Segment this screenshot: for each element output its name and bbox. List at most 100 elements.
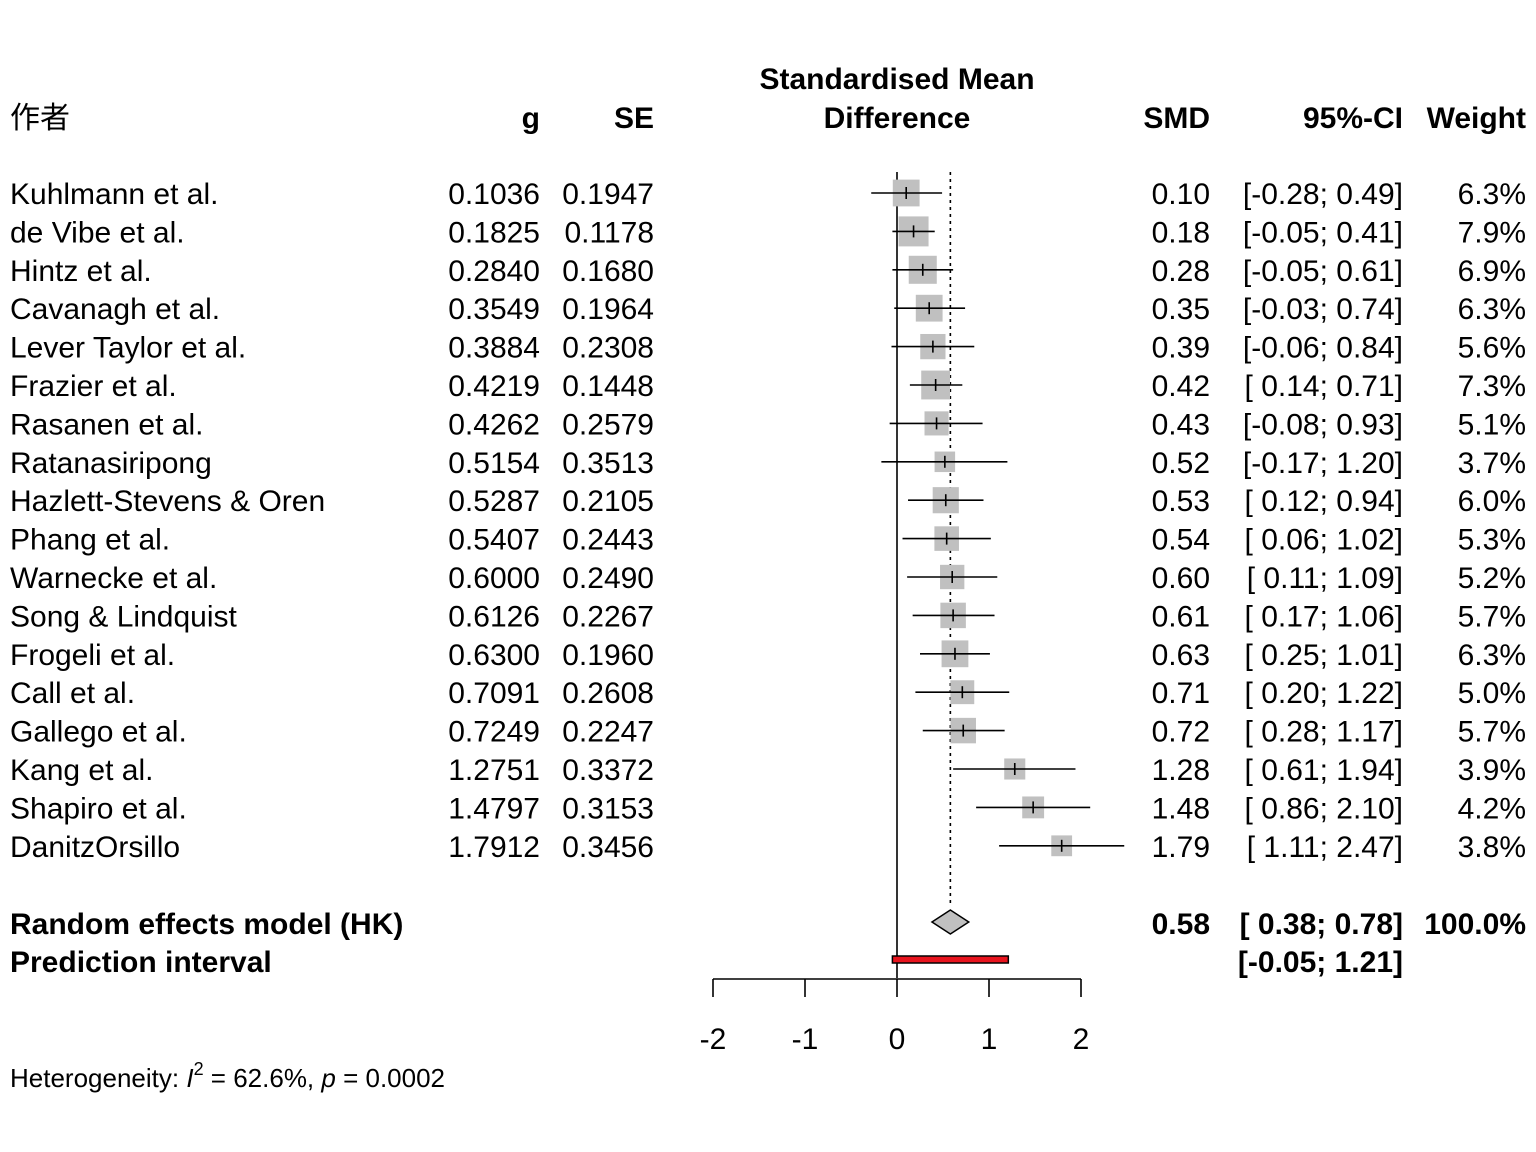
x-tick-label: 0: [889, 1023, 906, 1056]
study-g: 0.2840: [448, 255, 540, 288]
study-author: Kang et al.: [10, 754, 153, 787]
study-g: 0.1036: [448, 178, 540, 211]
header-author: 作者: [10, 102, 70, 135]
i2-superscript: 2: [194, 1059, 204, 1079]
study-weight: 6.3%: [1458, 178, 1526, 211]
heterogeneity-text: Heterogeneity: I2 = 62.6%, p = 0.0002: [10, 1059, 445, 1093]
header-effect-line2: Difference: [824, 102, 971, 135]
study-weight: 6.3%: [1458, 639, 1526, 672]
study-row: DanitzOrsillo 1.7912 0.3456 1.79 [ 1.11; 2.4…: [10, 831, 1526, 864]
summary-weight: 100.0%: [1424, 908, 1526, 941]
study-ci: [ 0.14; 0.71]: [1245, 370, 1403, 403]
study-author: Song & Lindquist: [10, 600, 237, 633]
study-ci: [ 0.28; 1.17]: [1245, 716, 1403, 749]
study-ci: [ 0.12; 0.94]: [1245, 485, 1403, 518]
study-g: 0.3549: [448, 293, 540, 326]
study-smd: 0.18: [1152, 216, 1210, 249]
study-weight: 3.8%: [1458, 831, 1526, 864]
study-row: Kang et al. 1.2751 0.3372 1.28 [ 0.61; 1.94]…: [10, 754, 1526, 787]
study-author: Kuhlmann et al.: [10, 178, 218, 211]
summary-label: Random effects model (HK): [10, 908, 403, 941]
study-ci: [ 0.20; 1.22]: [1245, 677, 1403, 710]
study-smd: 0.42: [1152, 370, 1210, 403]
study-weight: 7.9%: [1458, 216, 1526, 249]
study-row: Rasanen et al. 0.4262 0.2579 0.43 [-0.08; 0.…: [10, 408, 1526, 441]
study-smd: 1.28: [1152, 754, 1210, 787]
summary-smd: 0.58: [1152, 908, 1210, 941]
study-weight: 4.2%: [1458, 792, 1526, 825]
study-rows: Kuhlmann et al. 0.1036 0.1947 0.10 [-0.28; 0…: [10, 178, 1526, 864]
p-value: = 0.0002: [336, 1063, 445, 1093]
study-ci: [ 0.25; 1.01]: [1245, 639, 1403, 672]
study-g: 0.5287: [448, 485, 540, 518]
study-g: 0.4219: [448, 370, 540, 403]
study-smd: 0.35: [1152, 293, 1210, 326]
study-g: 0.1825: [448, 216, 540, 249]
column-headers: 作者 g SE Standardised Mean Difference SMD…: [10, 63, 1526, 135]
study-author: Shapiro et al.: [10, 792, 187, 825]
study-smd: 0.54: [1152, 524, 1210, 557]
study-g: 0.5154: [448, 447, 540, 480]
header-ci: 95%-CI: [1303, 102, 1403, 135]
header-g: g: [522, 102, 540, 135]
study-ci: [-0.08; 0.93]: [1243, 408, 1403, 441]
study-se: 0.2247: [562, 716, 654, 749]
study-smd: 0.71: [1152, 677, 1210, 710]
study-smd: 0.53: [1152, 485, 1210, 518]
study-weight: 5.3%: [1458, 524, 1526, 557]
study-g: 0.4262: [448, 408, 540, 441]
p-symbol: p: [320, 1063, 335, 1093]
study-weight: 7.3%: [1458, 370, 1526, 403]
study-row: Call et al. 0.7091 0.2608 0.71 [ 0.20; 1.22]…: [10, 677, 1526, 710]
study-smd: 0.39: [1152, 332, 1210, 365]
study-weight: 3.7%: [1458, 447, 1526, 480]
study-g: 0.6300: [448, 639, 540, 672]
study-author: Gallego et al.: [10, 716, 187, 749]
study-author: Cavanagh et al.: [10, 293, 220, 326]
header-effect-line1: Standardised Mean: [759, 63, 1034, 96]
study-se: 0.3372: [562, 754, 654, 787]
study-weight: 5.2%: [1458, 562, 1526, 595]
study-author: Call et al.: [10, 677, 135, 710]
study-ci: [-0.03; 0.74]: [1243, 293, 1403, 326]
header-se: SE: [614, 102, 654, 135]
study-se: 0.2308: [562, 332, 654, 365]
study-row: Gallego et al. 0.7249 0.2247 0.72 [ 0.28; 1.…: [10, 716, 1526, 749]
study-g: 0.7091: [448, 677, 540, 710]
study-g: 0.6000: [448, 562, 540, 595]
study-se: 0.1947: [562, 178, 654, 211]
study-author: Lever Taylor et al.: [10, 332, 246, 365]
study-smd: 1.79: [1152, 831, 1210, 864]
study-weight: 3.9%: [1458, 754, 1526, 787]
study-row: Hintz et al. 0.2840 0.1680 0.28 [-0.05; 0.61…: [10, 255, 1526, 288]
study-ci: [ 0.17; 1.06]: [1245, 600, 1403, 633]
study-author: Ratanasiripong: [10, 447, 212, 480]
study-se: 0.2443: [562, 524, 654, 557]
study-g: 0.5407: [448, 524, 540, 557]
study-se: 0.3153: [562, 792, 654, 825]
study-weight: 5.6%: [1458, 332, 1526, 365]
study-g: 1.7912: [448, 831, 540, 864]
study-smd: 0.52: [1152, 447, 1210, 480]
prediction-label: Prediction interval: [10, 946, 272, 979]
study-smd: 0.72: [1152, 716, 1210, 749]
study-row: Shapiro et al. 1.4797 0.3153 1.48 [ 0.86; 2.…: [10, 792, 1526, 825]
study-author: de Vibe et al.: [10, 216, 185, 249]
study-weight: 5.7%: [1458, 716, 1526, 749]
study-ci: [ 0.61; 1.94]: [1245, 754, 1403, 787]
x-tick-label: 1: [981, 1023, 998, 1056]
study-se: 0.3456: [562, 831, 654, 864]
study-author: Hazlett-Stevens & Oren: [10, 485, 325, 518]
study-author: Frazier et al.: [10, 370, 177, 403]
study-se: 0.1178: [564, 216, 654, 249]
study-se: 0.2579: [562, 408, 654, 441]
study-author: Warnecke et al.: [10, 562, 217, 595]
i2-value: = 62.6%,: [204, 1063, 322, 1093]
study-se: 0.1960: [562, 639, 654, 672]
study-author: Phang et al.: [10, 524, 170, 557]
study-se: 0.2267: [562, 600, 654, 633]
study-ci: [-0.05; 0.41]: [1243, 216, 1403, 249]
study-row: Lever Taylor et al. 0.3884 0.2308 0.39 [-0.0…: [10, 332, 1526, 365]
study-se: 0.3513: [562, 447, 654, 480]
